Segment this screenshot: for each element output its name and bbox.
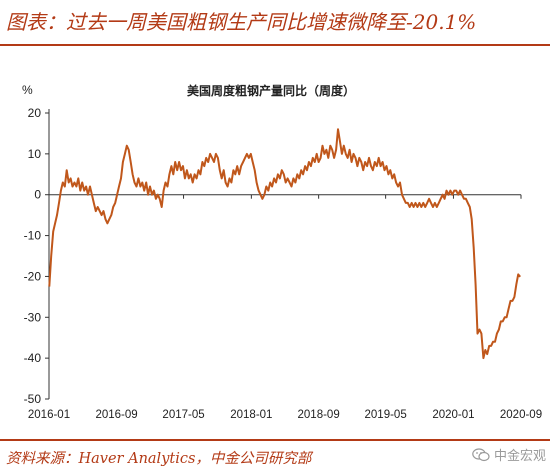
y-tick-label: -30 (24, 310, 42, 324)
y-tick-label: -40 (24, 351, 42, 365)
x-tick-label: 2020-09 (500, 409, 542, 421)
y-tick-label: 0 (34, 188, 41, 202)
y-tick-label: -20 (24, 269, 42, 283)
y-unit-label: % (22, 83, 33, 97)
watermark-text: 中金宏观 (494, 449, 547, 464)
chart-title: 美国周度粗钢产量同比（周度） (187, 83, 355, 98)
title-rule (0, 44, 550, 46)
source-note: 资料来源：Haver Analytics，中金公司研究部 (6, 451, 312, 467)
x-axis: 2016-01 2016-09 2017-05 2018-01 2018-09 2019-… (28, 194, 542, 421)
series-line (48, 128, 521, 360)
series-group (48, 128, 521, 360)
x-tick-label: 2016-09 (95, 409, 137, 421)
y-tick-label: 20 (28, 106, 42, 120)
watermark: 中金宏观 (472, 445, 546, 464)
footer-rule (0, 439, 550, 441)
wechat-icon (472, 447, 490, 461)
y-tick-label: -10 (24, 229, 42, 243)
x-tick-label: 2017-05 (162, 409, 204, 421)
x-tick-label: 2018-01 (230, 409, 272, 421)
x-tick-label: 2018-09 (298, 409, 340, 421)
y-axis: 20 10 0 -10 -20 -30 -40 -50 (24, 106, 50, 406)
y-tick-label: -50 (24, 392, 42, 406)
x-tick-label: 2020-01 (432, 409, 474, 421)
figure-title: 图表：过去一周美国粗钢生产同比增速微降至-20.1% (6, 10, 477, 34)
x-tick-label: 2016-01 (28, 409, 70, 421)
y-tick-label: 10 (28, 147, 42, 161)
x-tick-label: 2019-05 (365, 409, 407, 421)
